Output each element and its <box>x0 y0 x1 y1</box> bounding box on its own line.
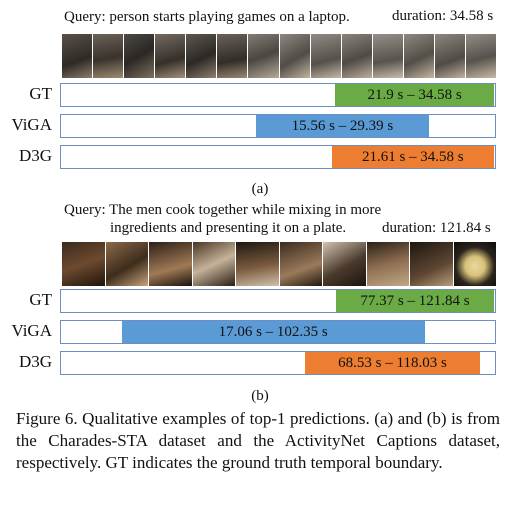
row-label-d3g: D3G <box>18 352 52 371</box>
segment-gt: 21.9 s – 34.58 s <box>335 84 494 106</box>
segment-d3g: 21.61 s – 34.58 s <box>331 146 494 168</box>
segment-label: 21.61 s – 34.58 s <box>361 148 464 165</box>
segment-label: 17.06 s – 102.35 s <box>218 323 328 340</box>
sublabel-b: (b) <box>251 388 269 404</box>
segment-label: 68.53 s – 118.03 s <box>338 354 447 371</box>
row-label-viga: ViGA <box>11 115 52 134</box>
timeline-track-gt: 77.37 s – 121.84 s <box>60 289 496 313</box>
query-a: Query: person starts playing games on a … <box>64 9 350 25</box>
segment-viga: 17.06 s – 102.35 s <box>121 321 425 343</box>
row-label-d3g: D3G <box>18 146 52 165</box>
segment-label: 21.9 s – 34.58 s <box>367 86 462 103</box>
segment-gt: 77.37 s – 121.84 s <box>335 290 494 312</box>
duration-b: duration: 121.84 s <box>382 220 491 236</box>
video-frames-b <box>62 242 496 286</box>
query-b-line2: ingredients and presenting it on a plate… <box>110 220 347 236</box>
figure-caption: Figure 6. Qualitative examples of top-1 … <box>16 409 500 472</box>
segment-label: 77.37 s – 121.84 s <box>360 292 470 309</box>
segment-d3g: 68.53 s – 118.03 s <box>304 352 481 374</box>
timeline-track-gt: 21.9 s – 34.58 s <box>60 83 496 107</box>
timeline-track-viga: 15.56 s – 29.39 s <box>60 114 496 138</box>
query-b-line1: Query: The men cook together while mixin… <box>64 202 382 218</box>
segment-label: 15.56 s – 29.39 s <box>291 117 394 134</box>
timeline-track-d3g: 68.53 s – 118.03 s <box>60 351 496 375</box>
sublabel-a: (a) <box>251 181 269 197</box>
row-label-gt: GT <box>29 84 52 103</box>
segment-viga: 15.56 s – 29.39 s <box>255 115 429 137</box>
video-frames-a <box>62 34 496 78</box>
timeline-track-viga: 17.06 s – 102.35 s <box>60 320 496 344</box>
row-label-gt: GT <box>29 290 52 309</box>
duration-a: duration: 34.58 s <box>392 8 494 24</box>
timeline-track-d3g: 21.61 s – 34.58 s <box>60 145 496 169</box>
row-label-viga: ViGA <box>11 321 52 340</box>
